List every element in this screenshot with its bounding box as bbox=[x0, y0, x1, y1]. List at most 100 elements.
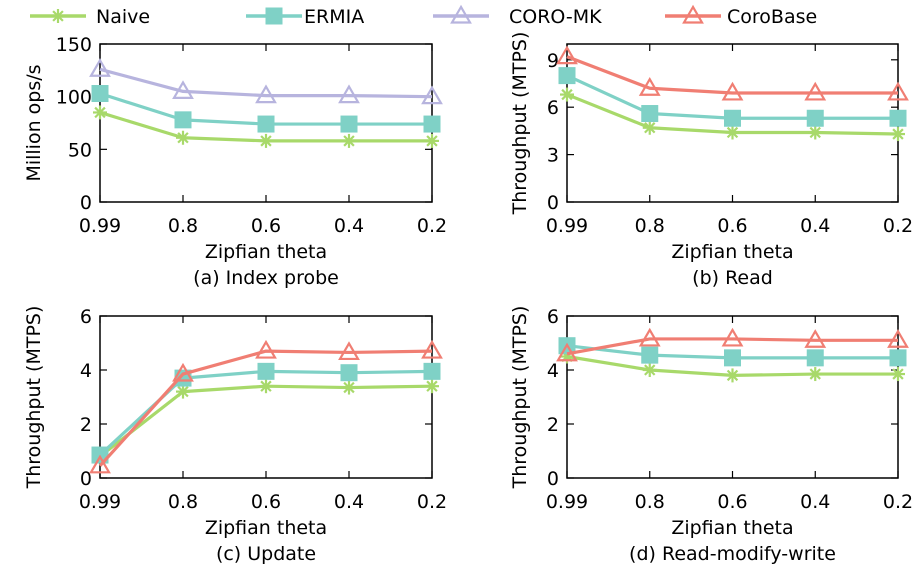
data-point bbox=[421, 85, 443, 105]
y-tick-label: 6 bbox=[547, 97, 559, 119]
series-line bbox=[566, 55, 898, 95]
chart-panel-1: 0 50 100 150 0.99 0.8 0.6 0.4 0.2 Zipfian theta (a… bbox=[23, 34, 447, 289]
x-tick-label: 0.2 bbox=[883, 215, 913, 237]
series-ermia bbox=[558, 67, 907, 127]
series-coro-mk bbox=[89, 58, 443, 105]
data-point bbox=[889, 349, 907, 367]
y-tick-label: 4 bbox=[80, 360, 92, 382]
data-point bbox=[804, 329, 827, 348]
x-tick-label: 0.4 bbox=[334, 215, 364, 237]
y-tick-label: 9 bbox=[547, 50, 559, 72]
y-tick-label: 0 bbox=[547, 468, 559, 490]
series-line bbox=[566, 337, 898, 356]
data-point bbox=[423, 115, 441, 133]
data-point bbox=[423, 362, 441, 380]
chart-panel-4: 0 2 4 6 0.99 0.8 0.6 0.4 0.2 Zipfian theta (d) Rea… bbox=[509, 306, 913, 565]
data-point bbox=[421, 339, 443, 359]
data-point bbox=[889, 109, 907, 127]
data-point bbox=[642, 120, 657, 135]
data-point bbox=[808, 367, 823, 382]
legend-label: CoroBase bbox=[727, 6, 817, 28]
data-point bbox=[174, 111, 192, 129]
y-tick-label: 150 bbox=[56, 34, 92, 56]
legend-entry-corobase: CoroBase bbox=[665, 4, 817, 28]
data-point bbox=[724, 109, 741, 127]
series-line bbox=[99, 384, 433, 458]
data-point bbox=[338, 341, 360, 361]
series-naive bbox=[93, 105, 439, 148]
chart-panel-3: 0 2 4 6 0.99 0.8 0.6 0.4 0.2 Zipfian theta (c) Upd… bbox=[23, 306, 447, 565]
series-ermia bbox=[91, 362, 441, 464]
y-axis-label: Throughput (MTPS) bbox=[509, 32, 531, 216]
data-point bbox=[342, 380, 356, 395]
x-tick-label: 0.2 bbox=[417, 215, 447, 237]
chart-caption: (b) Read bbox=[692, 267, 773, 289]
data-point bbox=[91, 85, 109, 103]
data-point bbox=[340, 115, 358, 133]
data-point bbox=[89, 454, 111, 474]
x-tick-label: 0.6 bbox=[251, 491, 281, 513]
series-line bbox=[99, 67, 433, 99]
data-point bbox=[641, 105, 659, 123]
data-point bbox=[806, 109, 824, 127]
data-point bbox=[342, 133, 356, 148]
data-point bbox=[642, 363, 657, 377]
x-tick-label: 0.8 bbox=[168, 491, 198, 513]
x-tick-label: 0.4 bbox=[800, 215, 830, 237]
data-point bbox=[641, 346, 659, 364]
data-point bbox=[556, 342, 578, 362]
x-tick-label: 0.2 bbox=[417, 491, 447, 513]
data-point bbox=[338, 84, 360, 104]
data-point bbox=[638, 77, 661, 96]
data-point bbox=[887, 329, 909, 348]
legend-label: ERMIA bbox=[304, 6, 364, 28]
data-point bbox=[560, 87, 574, 102]
y-tick-label: 2 bbox=[547, 414, 559, 436]
data-point bbox=[887, 81, 909, 101]
x-tick-label: 0.8 bbox=[635, 215, 665, 237]
x-tick-label: 0.99 bbox=[546, 215, 588, 237]
x-tick-label: 0.99 bbox=[546, 491, 588, 513]
series-line bbox=[98, 349, 433, 467]
legend-marker bbox=[265, 7, 283, 25]
legend-marker bbox=[51, 9, 65, 23]
data-point bbox=[340, 364, 358, 382]
x-tick-label: 0.8 bbox=[168, 215, 198, 237]
chart-caption: (c) Update bbox=[216, 543, 316, 565]
data-point bbox=[89, 58, 111, 77]
data-point bbox=[806, 349, 824, 367]
x-axis-label: Zipfian theta bbox=[205, 241, 327, 263]
series-corobase bbox=[89, 339, 443, 474]
x-tick-label: 0.6 bbox=[251, 215, 281, 237]
y-tick-label: 0 bbox=[80, 468, 92, 490]
legend: Naive ERMIA CORO-MK CoroBase bbox=[30, 4, 817, 28]
series-corobase bbox=[556, 327, 909, 362]
x-axis-label: Zipfian theta bbox=[205, 517, 327, 539]
data-point bbox=[257, 362, 275, 380]
series-naive bbox=[93, 379, 439, 464]
data-point bbox=[255, 84, 277, 104]
legend-entry-ermia: ERMIA bbox=[246, 6, 364, 28]
data-point bbox=[172, 362, 194, 382]
data-point bbox=[891, 127, 905, 142]
data-point bbox=[721, 81, 744, 101]
data-point bbox=[891, 367, 905, 382]
x-tick-label: 0.6 bbox=[717, 215, 747, 237]
chart-panel-2: 0 3 6 9 0.99 0.8 0.6 0.4 0.2 Zipfian theta (b) Rea… bbox=[509, 32, 913, 289]
series-naive bbox=[560, 349, 905, 383]
legend-label: CORO-MK bbox=[509, 6, 602, 28]
x-axis-label: Zipfian theta bbox=[671, 241, 793, 263]
legend-entry-coro-mk: CORO-MK bbox=[433, 4, 602, 28]
x-tick-label: 0.99 bbox=[79, 491, 121, 513]
series-corobase bbox=[556, 45, 909, 101]
data-point bbox=[808, 125, 823, 140]
x-axis-label: Zipfian theta bbox=[671, 517, 793, 539]
y-tick-label: 4 bbox=[547, 360, 559, 382]
y-axis-label: Throughput (MTPS) bbox=[23, 306, 45, 490]
legend-entry-naive: Naive bbox=[30, 6, 150, 28]
data-point bbox=[257, 115, 275, 133]
y-tick-label: 0 bbox=[80, 192, 92, 214]
y-tick-label: 3 bbox=[547, 145, 559, 167]
x-tick-label: 0.2 bbox=[883, 491, 913, 513]
